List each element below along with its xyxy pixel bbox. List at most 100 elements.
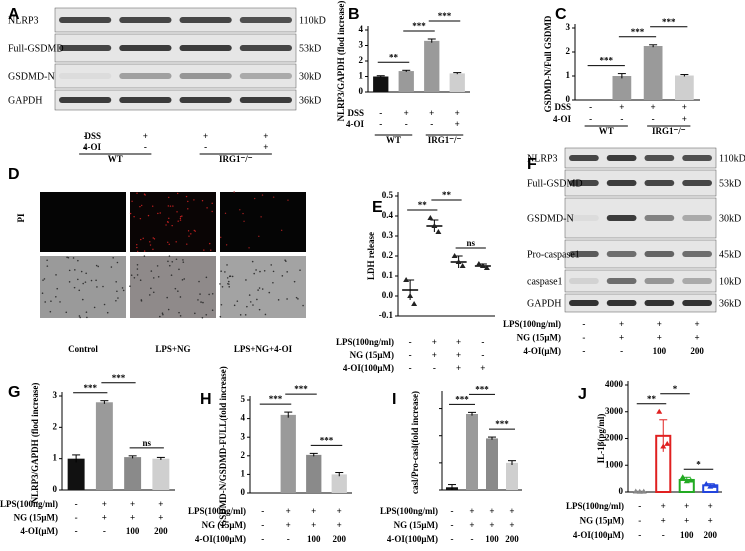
condition-label: LPS(100ng/ml) — [566, 501, 624, 511]
cell-dot — [220, 270, 222, 273]
cell-dot — [260, 216, 262, 218]
cell-dot — [287, 199, 289, 201]
cell-dot — [152, 237, 154, 239]
condition-value: - — [261, 520, 264, 530]
cell-dot — [263, 269, 266, 272]
cell-dot — [205, 276, 208, 279]
sig-label: ** — [418, 200, 428, 210]
sig-label: *** — [269, 394, 283, 404]
protein-label: GAPDH — [527, 298, 561, 309]
cell-dot — [179, 217, 182, 220]
cell-dot — [133, 277, 136, 279]
point — [475, 261, 482, 266]
blot-band — [644, 215, 675, 221]
condition-label: DSS — [554, 102, 571, 112]
y-tick-label: 2 — [359, 55, 364, 65]
condition-value: - — [620, 346, 623, 356]
y-axis-label: GSDMD-N/Full GSDMD — [543, 15, 553, 112]
condition-value: - — [451, 506, 454, 516]
cell-dot — [255, 269, 257, 271]
y-axis-label: GSDMD-N/GSDMD-FULL(fold increase) — [218, 366, 228, 527]
cell-dot — [168, 243, 170, 246]
blot-band — [179, 73, 232, 79]
condition-value: - — [662, 530, 665, 540]
condition-value: - — [84, 142, 87, 152]
cell-dot — [116, 290, 118, 293]
sig-label: *** — [455, 394, 469, 404]
cell-dot — [187, 208, 189, 210]
pi-image — [40, 192, 126, 252]
condition-value: 200 — [333, 534, 347, 544]
condition-value: - — [75, 513, 78, 523]
condition-value: - — [582, 346, 585, 356]
y-axis-label: NLRP3/GAPDH (flod increase) — [30, 383, 40, 504]
cell-dot — [210, 249, 212, 251]
condition-value: 200 — [704, 530, 718, 540]
blot-band — [644, 278, 675, 284]
condition-label: NG (15μM) — [350, 350, 394, 360]
cell-dot — [272, 281, 274, 284]
y-tick-label: 0.1 — [382, 270, 394, 280]
cell-dot — [84, 281, 87, 283]
cell-dot — [188, 235, 190, 237]
condition-value: + — [661, 501, 666, 511]
y-tick-label: 4 — [241, 413, 246, 423]
blot-band — [569, 215, 599, 221]
sig-label: *** — [438, 11, 452, 21]
cell-dot — [152, 248, 154, 251]
cell-dot — [203, 249, 205, 251]
cell-dot — [246, 305, 248, 308]
y-tick-label: 3 — [241, 431, 246, 441]
cell-dot — [181, 215, 183, 217]
group-label: WT — [386, 135, 401, 145]
sig-label: *** — [495, 419, 509, 429]
cell-dot — [140, 299, 143, 301]
point — [411, 301, 418, 306]
blot-band — [606, 155, 637, 161]
cell-dot — [175, 258, 178, 261]
condition-value: + — [509, 506, 514, 516]
cell-dot — [136, 274, 139, 276]
cell-dot — [77, 278, 79, 281]
condition-label: NG (15μM) — [202, 520, 246, 530]
sig-label: *** — [320, 435, 334, 445]
cell-dot — [181, 279, 184, 281]
cell-dot — [297, 298, 299, 300]
condition-value: + — [682, 114, 687, 124]
blot-band — [59, 73, 112, 79]
condition-value: - — [620, 114, 623, 124]
cell-dot — [136, 268, 139, 270]
blot-band — [606, 300, 637, 306]
condition-value: + — [337, 506, 342, 516]
cell-dot — [139, 217, 142, 220]
cell-dot — [177, 220, 179, 222]
cell-dot — [226, 264, 228, 266]
condition-label: NG (15μM) — [517, 333, 561, 343]
condition-value: 100 — [485, 534, 499, 544]
condition-value: 100 — [307, 534, 321, 544]
condition-value: + — [158, 513, 163, 523]
condition-value: - — [589, 114, 592, 124]
condition-label: 4-OI — [83, 142, 101, 152]
cell-dot — [233, 304, 236, 307]
cell-dot — [198, 280, 200, 283]
cell-dot — [152, 277, 155, 279]
cell-dot — [95, 264, 98, 267]
cell-dot — [142, 237, 144, 240]
condition-label: 4-OI(100μM) — [387, 534, 438, 544]
y-tick-label: 1000 — [605, 459, 624, 469]
condition-value: + — [651, 102, 656, 112]
sig-label: * — [696, 459, 701, 469]
cell-dot — [46, 259, 48, 262]
y-tick-label: 0.4 — [382, 210, 394, 220]
cell-dot — [211, 309, 214, 312]
condition-value: - — [144, 142, 147, 152]
cell-dot — [46, 265, 49, 267]
sig-label: *** — [412, 21, 426, 31]
cell-dot — [174, 287, 177, 290]
blot-band — [569, 300, 599, 306]
cell-dot — [96, 286, 98, 288]
panel-letter: J — [578, 386, 587, 403]
y-tick-label: 5 — [241, 394, 246, 404]
cell-dot — [270, 264, 273, 266]
